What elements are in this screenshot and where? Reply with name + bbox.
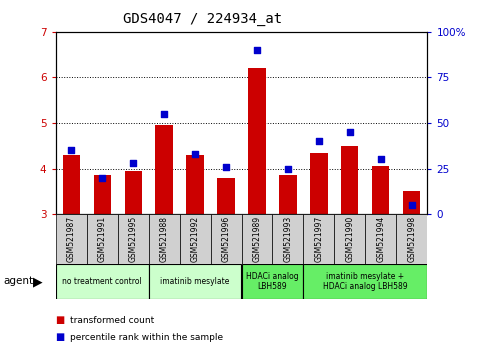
Text: GSM521997: GSM521997 xyxy=(314,216,324,262)
Point xyxy=(67,148,75,153)
Point xyxy=(98,175,106,181)
Bar xyxy=(217,178,235,214)
Text: GSM521994: GSM521994 xyxy=(376,216,385,262)
Bar xyxy=(242,264,303,299)
Bar xyxy=(186,155,203,214)
Point xyxy=(408,202,416,208)
Text: ■: ■ xyxy=(56,315,65,325)
Point xyxy=(346,129,354,135)
Point xyxy=(160,111,168,117)
Text: imatinib mesylate +
HDACi analog LBH589: imatinib mesylate + HDACi analog LBH589 xyxy=(323,272,408,291)
Bar xyxy=(125,171,142,214)
Text: GSM521990: GSM521990 xyxy=(345,216,355,262)
Bar xyxy=(149,264,242,299)
Bar xyxy=(397,214,427,264)
Bar xyxy=(117,214,149,264)
Bar xyxy=(303,264,427,299)
Text: GSM521996: GSM521996 xyxy=(222,216,230,262)
Bar xyxy=(149,214,180,264)
Bar xyxy=(403,192,421,214)
Point xyxy=(129,160,137,166)
Bar xyxy=(56,214,86,264)
Bar xyxy=(62,155,80,214)
Point xyxy=(253,47,261,53)
Text: GSM521995: GSM521995 xyxy=(128,216,138,262)
Text: GSM521991: GSM521991 xyxy=(98,216,107,262)
Text: GSM521987: GSM521987 xyxy=(67,216,75,262)
Bar xyxy=(303,214,334,264)
Bar xyxy=(94,176,111,214)
Bar xyxy=(334,214,366,264)
Bar xyxy=(56,264,149,299)
Bar xyxy=(311,153,327,214)
Bar xyxy=(280,176,297,214)
Bar xyxy=(180,214,211,264)
Bar xyxy=(366,214,397,264)
Bar xyxy=(341,146,358,214)
Text: GSM521989: GSM521989 xyxy=(253,216,261,262)
Text: HDACi analog
LBH589: HDACi analog LBH589 xyxy=(246,272,299,291)
Bar xyxy=(372,166,389,214)
Point xyxy=(284,166,292,171)
Point xyxy=(377,156,385,162)
Text: ■: ■ xyxy=(56,332,65,342)
Point xyxy=(222,164,230,170)
Text: ▶: ▶ xyxy=(33,275,43,288)
Point xyxy=(315,138,323,144)
Text: agent: agent xyxy=(4,276,34,286)
Text: GDS4047 / 224934_at: GDS4047 / 224934_at xyxy=(123,12,283,27)
Text: GSM521993: GSM521993 xyxy=(284,216,293,262)
Text: GSM521998: GSM521998 xyxy=(408,216,416,262)
Bar xyxy=(242,214,272,264)
Bar xyxy=(272,214,303,264)
Text: GSM521988: GSM521988 xyxy=(159,216,169,262)
Bar xyxy=(248,68,266,214)
Point xyxy=(191,151,199,157)
Text: GSM521992: GSM521992 xyxy=(190,216,199,262)
Text: no treatment control: no treatment control xyxy=(62,277,142,286)
Bar xyxy=(156,125,172,214)
Text: transformed count: transformed count xyxy=(70,316,154,325)
Bar xyxy=(86,214,117,264)
Text: imatinib mesylate: imatinib mesylate xyxy=(160,277,230,286)
Text: percentile rank within the sample: percentile rank within the sample xyxy=(70,332,223,342)
Bar xyxy=(211,214,242,264)
